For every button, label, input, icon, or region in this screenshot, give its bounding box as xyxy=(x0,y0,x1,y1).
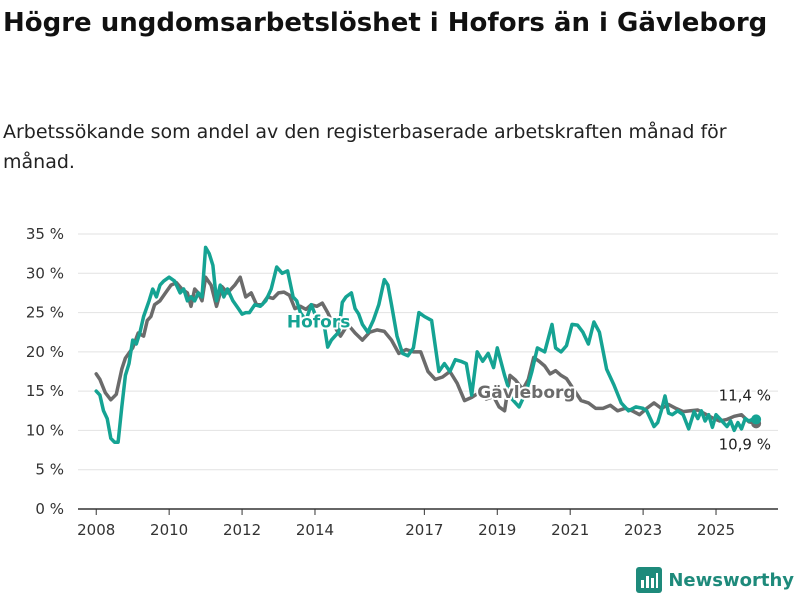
series-labels: Hofors Gävleborg 11,4 % 10,9 % xyxy=(285,311,773,456)
y-tick-label: 35 % xyxy=(26,225,64,243)
x-tick-label: 2023 xyxy=(624,521,662,539)
x-tick-label: 2025 xyxy=(697,521,735,539)
x-tick-label: 2008 xyxy=(77,521,115,539)
series-lines xyxy=(94,245,762,444)
end-point-hofors xyxy=(751,414,762,425)
x-tick-label: 2021 xyxy=(551,521,589,539)
y-tick-label: 0 % xyxy=(35,500,64,518)
x-tick-label: 2010 xyxy=(150,521,188,539)
gridlines xyxy=(78,233,778,510)
y-axis: 0 % 5 % 10 % 15 % 20 % 25 % 30 % 35 % xyxy=(26,225,64,518)
series-line-hofors xyxy=(94,245,758,444)
y-tick-label: 5 % xyxy=(35,461,64,479)
chart-subtitle: Arbetssökande som andel av den registerb… xyxy=(3,121,727,173)
brand-logo[interactable]: Newsworthy xyxy=(636,566,794,594)
y-tick-label: 30 % xyxy=(26,264,64,282)
series-label-gavleborg: Gävleborg xyxy=(477,383,575,403)
x-tick-label: 2014 xyxy=(296,521,334,539)
x-tick-label: 2017 xyxy=(405,521,443,539)
end-label-gavleborg: 10,9 % xyxy=(719,435,771,453)
x-axis: 2008 2010 2012 2014 2017 2019 2021 2023 2025 xyxy=(77,509,735,539)
y-tick-label: 15 % xyxy=(26,382,64,400)
brand-name: Newsworthy xyxy=(668,569,794,591)
series-label-hofors: Hofors xyxy=(287,313,350,333)
y-tick-label: 20 % xyxy=(26,343,64,361)
x-tick-label: 2019 xyxy=(478,521,516,539)
x-tick-label: 2012 xyxy=(223,521,261,539)
newsworthy-icon xyxy=(636,567,663,593)
y-tick-label: 10 % xyxy=(26,421,64,439)
y-tick-label: 25 % xyxy=(26,304,64,322)
chart-title: Högre ungdomsarbetslöshet i Hofors än i … xyxy=(3,8,768,38)
end-label-hofors: 11,4 % xyxy=(719,387,771,405)
